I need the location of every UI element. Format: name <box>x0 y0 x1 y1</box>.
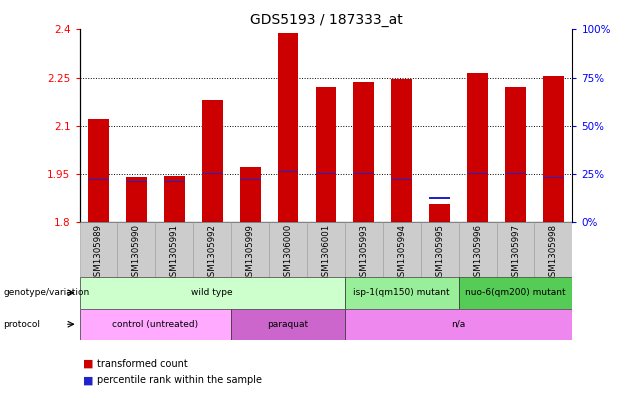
Bar <box>307 222 345 277</box>
Text: ■: ■ <box>83 375 93 386</box>
Text: nuo-6(qm200) mutant: nuo-6(qm200) mutant <box>465 288 566 297</box>
Bar <box>277 171 298 173</box>
Bar <box>354 173 375 174</box>
Text: wild type: wild type <box>191 288 233 297</box>
Text: transformed count: transformed count <box>97 358 188 369</box>
Bar <box>505 173 526 174</box>
Bar <box>155 222 193 277</box>
Bar <box>88 119 109 222</box>
Text: GSM1305993: GSM1305993 <box>359 224 368 282</box>
Bar <box>429 204 450 222</box>
Bar <box>315 87 336 222</box>
Bar <box>277 33 298 222</box>
Bar <box>126 177 147 222</box>
Bar <box>240 178 261 180</box>
Bar <box>315 173 336 174</box>
Text: genotype/variation: genotype/variation <box>3 288 90 297</box>
Bar <box>164 181 184 182</box>
Bar <box>459 277 572 309</box>
Bar <box>459 222 497 277</box>
Bar <box>505 87 526 222</box>
Text: GSM1305995: GSM1305995 <box>435 224 444 282</box>
Text: GSM1305991: GSM1305991 <box>170 224 179 282</box>
Title: GDS5193 / 187333_at: GDS5193 / 187333_at <box>249 13 403 27</box>
Text: GSM1306000: GSM1306000 <box>284 224 293 283</box>
Bar <box>193 222 231 277</box>
Text: GSM1305989: GSM1305989 <box>94 224 103 282</box>
Bar <box>345 277 459 309</box>
Text: control (untreated): control (untreated) <box>113 320 198 329</box>
Text: paraquat: paraquat <box>268 320 308 329</box>
Text: GSM1305992: GSM1305992 <box>208 224 217 282</box>
Bar <box>383 222 421 277</box>
Bar <box>269 222 307 277</box>
Text: GSM1306001: GSM1306001 <box>321 224 331 283</box>
Bar <box>80 309 231 340</box>
Bar <box>231 222 269 277</box>
Bar <box>118 222 155 277</box>
Bar <box>497 222 534 277</box>
Bar <box>345 222 383 277</box>
Bar <box>429 197 450 199</box>
Text: ■: ■ <box>83 358 93 369</box>
Text: GSM1305996: GSM1305996 <box>473 224 482 282</box>
Bar <box>421 222 459 277</box>
Text: isp-1(qm150) mutant: isp-1(qm150) mutant <box>354 288 450 297</box>
Bar <box>202 173 223 174</box>
Bar <box>543 76 564 222</box>
Bar <box>391 79 412 222</box>
Bar <box>467 173 488 174</box>
Bar <box>80 222 118 277</box>
Text: GSM1305994: GSM1305994 <box>398 224 406 282</box>
Bar <box>534 222 572 277</box>
Bar <box>354 83 375 222</box>
Bar <box>164 176 184 222</box>
Bar <box>126 181 147 182</box>
Text: GSM1305999: GSM1305999 <box>245 224 254 282</box>
Bar <box>543 177 564 178</box>
Bar <box>80 277 345 309</box>
Bar <box>345 309 572 340</box>
Text: GSM1305997: GSM1305997 <box>511 224 520 282</box>
Text: percentile rank within the sample: percentile rank within the sample <box>97 375 261 386</box>
Text: GSM1305990: GSM1305990 <box>132 224 141 282</box>
Text: protocol: protocol <box>3 320 40 329</box>
Bar <box>467 73 488 222</box>
Text: GSM1305998: GSM1305998 <box>549 224 558 282</box>
Bar <box>88 178 109 180</box>
Bar <box>391 178 412 180</box>
Bar <box>202 100 223 222</box>
Bar <box>231 309 345 340</box>
Text: n/a: n/a <box>452 320 466 329</box>
Bar <box>240 167 261 222</box>
